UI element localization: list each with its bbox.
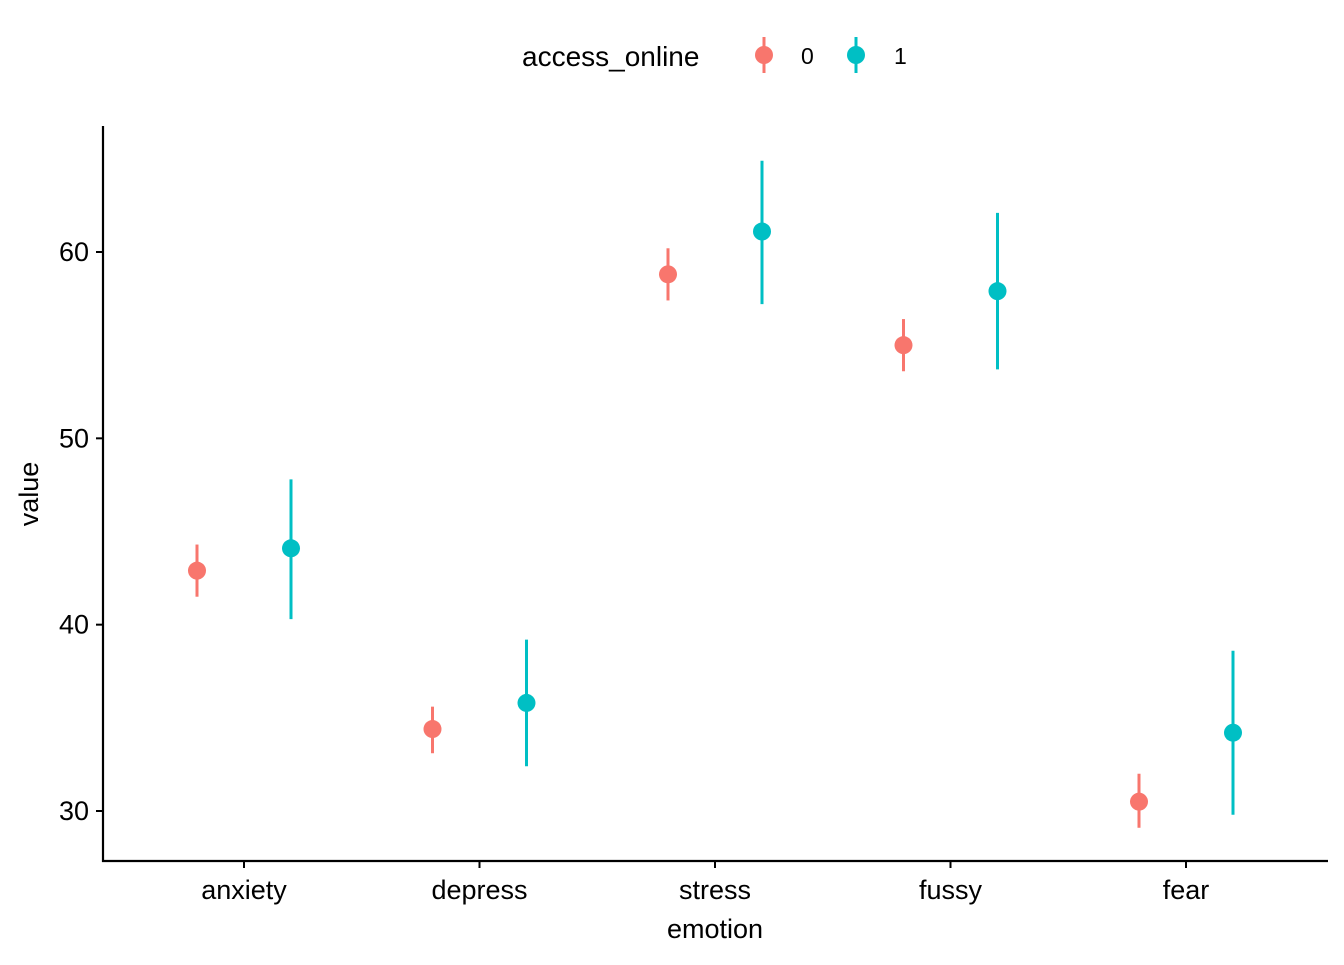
x-tick-label-depress: depress <box>431 875 527 905</box>
legend-key-0-dot <box>755 46 773 64</box>
legend-key-0[interactable]: 0 <box>755 37 814 73</box>
data-point <box>753 222 771 241</box>
x-tick-label-stress: stress <box>679 875 751 905</box>
y-tick-label: 50 <box>59 423 89 453</box>
data-point <box>1130 792 1148 811</box>
point-range-1-anxiety[interactable] <box>282 479 300 620</box>
data-point <box>894 336 913 355</box>
y-ticks: 30 40 50 60 <box>59 237 103 826</box>
x-axis-title: emotion <box>667 914 763 944</box>
point-range-0-anxiety[interactable] <box>188 544 206 597</box>
point-range-0-fear[interactable] <box>1130 773 1148 828</box>
y-axis-title: value <box>14 462 44 527</box>
legend: access_online 0 1 <box>522 37 907 73</box>
legend-key-1-dot <box>847 46 865 64</box>
data-point <box>988 282 1007 301</box>
y-tick-label: 30 <box>59 796 89 826</box>
y-tick-label: 60 <box>59 237 89 267</box>
point-range-1-depress[interactable] <box>517 639 536 767</box>
legend-title: access_online <box>522 41 699 72</box>
point-range-0-stress[interactable] <box>659 248 677 301</box>
point-range-1-fear[interactable] <box>1224 650 1242 815</box>
point-range-1-fussy[interactable] <box>988 212 1007 370</box>
y-tick-label: 40 <box>59 610 89 640</box>
data-point <box>517 693 536 712</box>
x-tick-label-fussy: fussy <box>919 875 983 905</box>
data-point <box>659 265 677 284</box>
legend-label-1: 1 <box>894 43 907 69</box>
x-ticks: anxiety depress stress fussy fear <box>201 861 1209 905</box>
data-marks <box>188 160 1242 828</box>
data-point <box>282 539 300 558</box>
data-point <box>423 720 442 739</box>
legend-label-0: 0 <box>801 43 814 69</box>
data-point <box>188 561 206 580</box>
point-range-0-fussy[interactable] <box>894 319 913 372</box>
point-range-1-stress[interactable] <box>753 160 771 305</box>
x-tick-label-fear: fear <box>1163 875 1210 905</box>
legend-key-1[interactable]: 1 <box>847 37 907 73</box>
data-point <box>1224 723 1242 742</box>
point-range-0-depress[interactable] <box>423 706 442 754</box>
x-tick-label-anxiety: anxiety <box>201 875 287 905</box>
